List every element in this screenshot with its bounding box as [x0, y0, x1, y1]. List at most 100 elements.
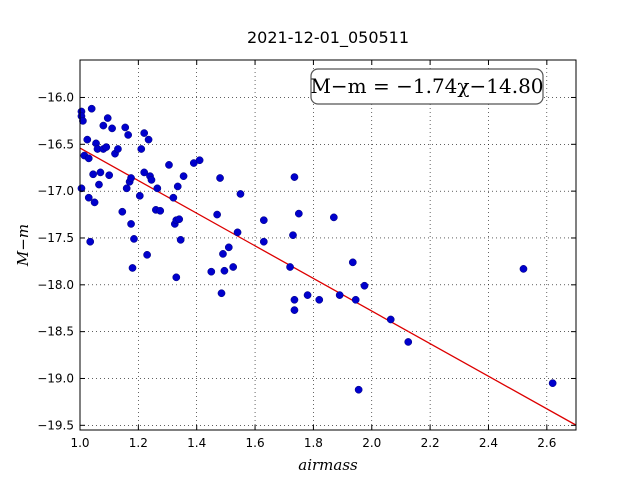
data-point	[175, 215, 184, 224]
data-point	[290, 306, 299, 314]
data-point	[207, 267, 216, 276]
y-tick-label: −16.5	[37, 137, 74, 151]
data-point	[137, 145, 146, 153]
data-point	[130, 235, 138, 243]
annotation-box	[310, 68, 544, 105]
data-point	[335, 291, 344, 299]
data-point	[220, 266, 229, 275]
data-point	[140, 168, 149, 177]
y-tick-label: −18.0	[37, 278, 74, 292]
data-point	[229, 263, 238, 271]
data-point	[213, 210, 221, 219]
data-point	[102, 143, 111, 151]
data-point	[233, 228, 242, 237]
data-point	[286, 263, 294, 271]
data-point	[236, 190, 245, 198]
y-tick-label: −18.5	[37, 325, 74, 339]
data-point	[95, 180, 103, 189]
data-point	[290, 173, 299, 181]
y-tick-label: −19.5	[37, 418, 74, 432]
data-point	[176, 235, 185, 244]
data-point	[290, 295, 299, 304]
data-point	[169, 193, 178, 202]
data-point	[386, 315, 395, 324]
data-point	[83, 135, 92, 144]
data-point	[351, 295, 360, 304]
plot-frame	[79, 59, 577, 431]
data-point	[156, 206, 165, 215]
data-point	[89, 170, 97, 179]
data-point	[172, 273, 181, 282]
x-tick-label: 1.8	[304, 436, 323, 450]
data-point	[548, 379, 557, 388]
data-point	[103, 114, 112, 122]
x-tick-label: 1.6	[246, 436, 265, 450]
data-point	[135, 191, 144, 200]
data-point	[147, 176, 156, 184]
grid-lines	[80, 60, 576, 430]
data-point	[118, 207, 127, 216]
data-point	[124, 131, 132, 139]
y-tick-label: −17.5	[37, 231, 74, 245]
x-tick-label: 2.6	[537, 436, 556, 450]
x-tick-label: 2.4	[479, 436, 498, 450]
data-point	[90, 198, 99, 207]
data-point	[99, 121, 108, 130]
data-point	[84, 193, 93, 202]
data-point	[114, 145, 122, 153]
data-point	[404, 338, 413, 346]
x-tick-label: 2.0	[362, 436, 381, 450]
data-point	[86, 237, 95, 246]
data-point	[127, 174, 135, 182]
data-point	[219, 250, 227, 258]
data-point	[179, 172, 188, 181]
data-point	[144, 135, 153, 144]
x-axis-label: airmass	[298, 456, 358, 474]
y-axis-label: M−m	[14, 224, 32, 267]
data-point	[79, 117, 87, 125]
y-tick-label: −16.0	[37, 90, 74, 104]
data-point	[96, 168, 105, 177]
axis-ticks	[79, 60, 576, 430]
data-point	[354, 385, 363, 394]
data-point	[122, 184, 131, 193]
data-point	[259, 237, 268, 246]
data-point	[165, 161, 173, 169]
fit-line	[79, 147, 577, 426]
data-point	[348, 258, 357, 267]
x-tick-label: 1.0	[70, 436, 89, 450]
fit-line-group	[79, 147, 577, 426]
data-point	[315, 295, 324, 304]
chart-title: 2021-12-01_050511	[247, 28, 409, 48]
y-tick-labels: −16.0 −16.5 −17.0 −17.5 −18.0 −18.5 −19.0 −19.5	[37, 90, 74, 432]
data-point	[140, 129, 149, 137]
data-point	[127, 220, 135, 228]
data-point	[121, 123, 130, 132]
data-point	[153, 184, 162, 193]
data-point	[259, 216, 268, 225]
data-point	[195, 156, 204, 165]
data-point	[173, 182, 182, 191]
data-points	[77, 104, 557, 394]
data-point	[303, 291, 312, 299]
data-point	[143, 250, 151, 259]
data-point	[216, 174, 224, 182]
x-tick-labels: 1.0 1.2 1.4 1.6 1.8 2.0 2.2 2.4 2.6	[70, 436, 556, 450]
equation-text: M−m = −1.74χ−14.80	[310, 74, 543, 98]
data-point	[224, 243, 233, 252]
data-point	[108, 124, 116, 133]
data-point	[519, 265, 528, 273]
data-point	[105, 171, 114, 180]
y-tick-label: −19.0	[37, 371, 74, 385]
data-point	[84, 154, 93, 163]
data-point	[87, 104, 96, 113]
data-point	[289, 231, 297, 240]
x-tick-label: 1.4	[187, 436, 206, 450]
data-point	[128, 264, 137, 272]
data-point	[217, 289, 226, 298]
data-point	[360, 281, 369, 290]
y-tick-label: −17.0	[37, 184, 74, 198]
x-tick-label: 2.2	[421, 436, 440, 450]
equation-annotation: M−m = −1.74χ−14.80	[310, 68, 544, 105]
